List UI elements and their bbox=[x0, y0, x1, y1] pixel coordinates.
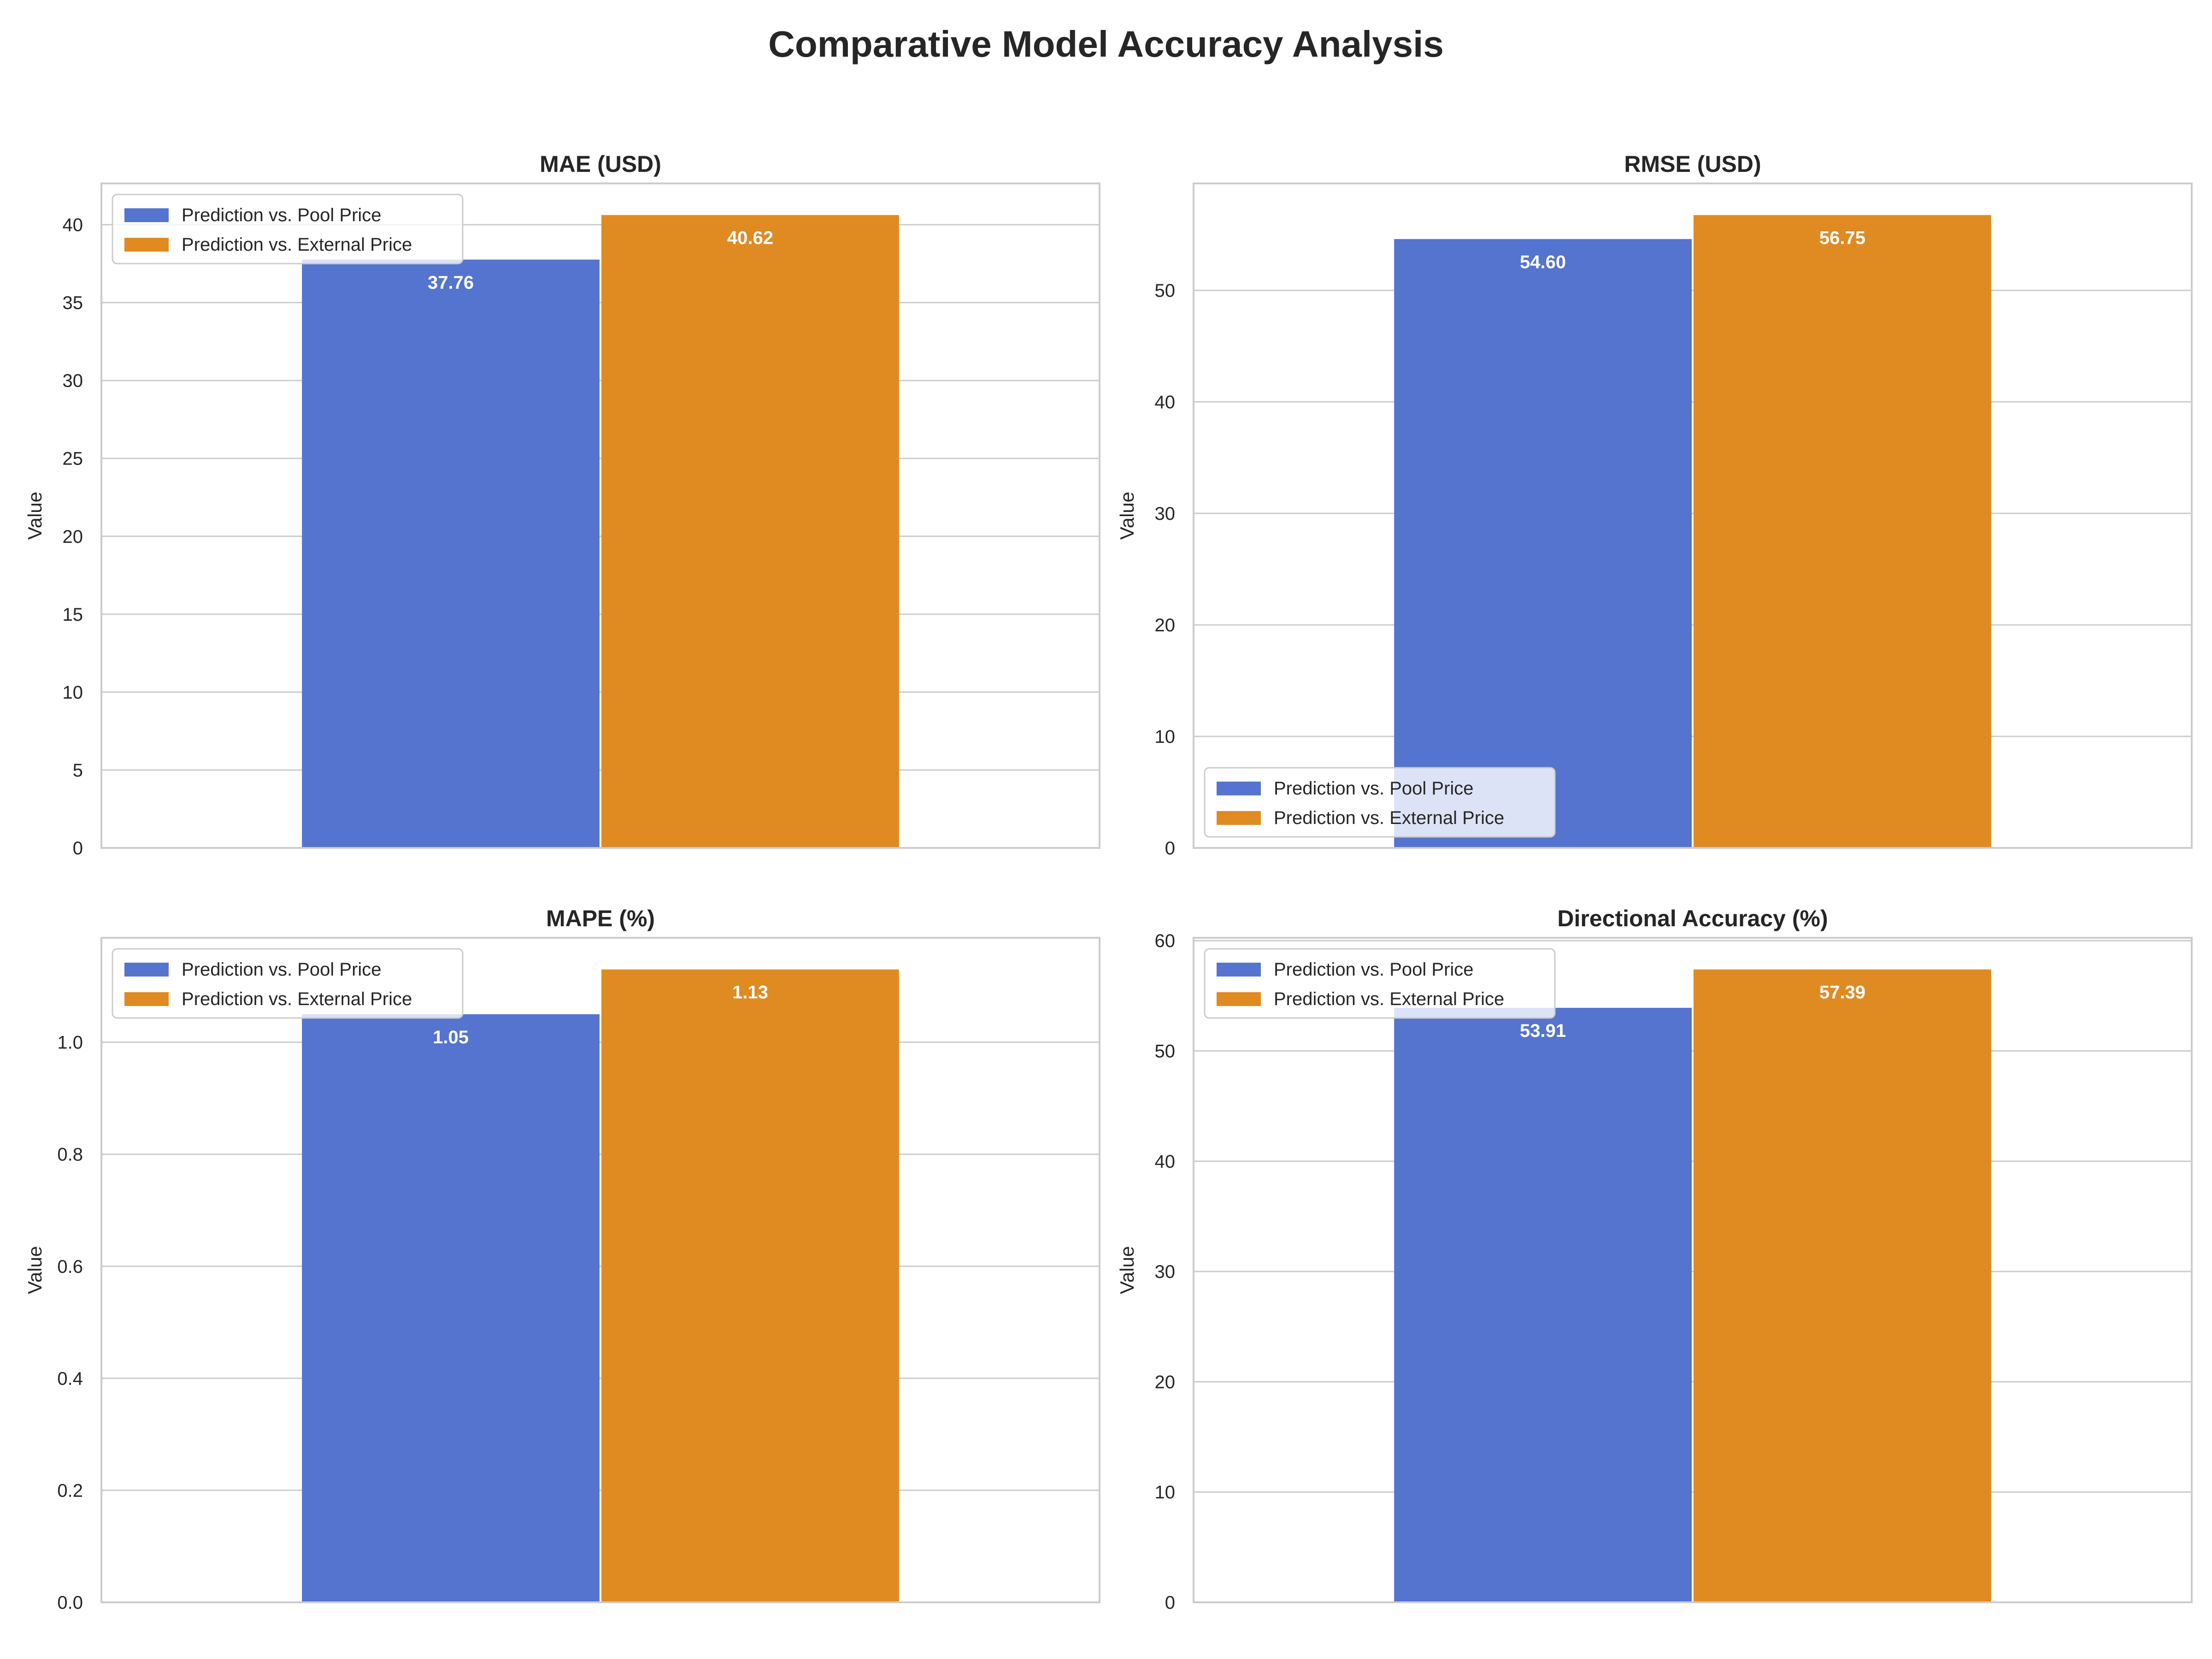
panel-1-legend-swatch-pool bbox=[124, 208, 169, 222]
panel-1-ylabel: Value bbox=[24, 492, 46, 540]
panel-1-bar-pool bbox=[302, 259, 600, 848]
panel-1-axes-frame bbox=[100, 182, 1100, 849]
panel-2-ytick-label: 10 bbox=[1155, 727, 1176, 747]
panel-1-ytick-label: 0 bbox=[73, 838, 83, 859]
panel-3-legend-label-pool: Prediction vs. Pool Price bbox=[182, 959, 382, 980]
panel-1-ytick-label: 25 bbox=[63, 449, 83, 469]
panel-4-data-label-external: 57.39 bbox=[1819, 982, 1865, 1003]
panel-2-ytick-label: 20 bbox=[1155, 615, 1176, 635]
panel-4-bar-external bbox=[1694, 969, 1991, 1602]
panel-3-ylabel: Value bbox=[24, 1246, 46, 1294]
panel-3-ytick-label: 0.2 bbox=[57, 1481, 83, 1501]
panel-2-legend-box bbox=[1204, 767, 1556, 838]
panel-4-ylabel: Value bbox=[1116, 1246, 1138, 1294]
panel-3-legend-swatch-pool bbox=[124, 963, 169, 977]
panel-1-data-label-pool: 37.76 bbox=[428, 272, 474, 293]
panel-3-data-label-external: 1.13 bbox=[732, 982, 768, 1003]
panel-4-ytick-label: 10 bbox=[1155, 1483, 1176, 1503]
panel-2-data-label-pool: 54.60 bbox=[1520, 252, 1566, 272]
panel-4-ytick-label: 30 bbox=[1155, 1262, 1176, 1282]
panel-3-bar-external bbox=[601, 969, 899, 1602]
panel-3-ytick-label: 0.0 bbox=[57, 1593, 83, 1613]
panel-3-legend-label-external: Prediction vs. External Price bbox=[182, 989, 412, 1009]
panel-4-bar-pool bbox=[1394, 1007, 1692, 1602]
panel-2-ytick-label: 0 bbox=[1165, 838, 1175, 859]
panel-4-ytick-label: 50 bbox=[1155, 1041, 1176, 1062]
panel-1-legend-label-external: Prediction vs. External Price bbox=[182, 235, 412, 255]
panel-2-data-label-external: 56.75 bbox=[1819, 228, 1865, 248]
panel-3-legend-swatch-external bbox=[124, 992, 169, 1006]
panel-1-ytick-label: 40 bbox=[63, 215, 83, 235]
panel-2-legend-label-external: Prediction vs. External Price bbox=[1274, 808, 1504, 828]
panel-2-legend-swatch-external bbox=[1217, 811, 1261, 825]
panel-4-legend-swatch-pool bbox=[1217, 963, 1261, 977]
panel-1-ytick-label: 35 bbox=[63, 293, 83, 313]
panel-3-data-label-pool: 1.05 bbox=[433, 1027, 469, 1047]
panel-4-legend-swatch-external bbox=[1217, 992, 1261, 1006]
panel-4-axes-frame bbox=[1193, 937, 2193, 1603]
panel-3-title: MAPE (%) bbox=[546, 906, 655, 931]
panel-4-legend-label-pool: Prediction vs. Pool Price bbox=[1274, 959, 1474, 980]
panel-1-data-label-external: 40.62 bbox=[727, 228, 773, 248]
panel-3-bar-pool bbox=[302, 1014, 600, 1602]
panel-3-ytick-label: 0.8 bbox=[57, 1145, 83, 1165]
panel-2-axes-frame bbox=[1193, 182, 2193, 849]
panel-2-legend-swatch-pool bbox=[1217, 782, 1261, 795]
panel-2-bar-pool bbox=[1394, 239, 1692, 848]
panel-1-bar-external bbox=[601, 215, 899, 848]
panel-2-ylabel: Value bbox=[1116, 492, 1138, 540]
panel-4-legend-box bbox=[1204, 948, 1556, 1019]
panel-2-ytick-label: 50 bbox=[1155, 281, 1176, 301]
panel-4-title: Directional Accuracy (%) bbox=[1557, 906, 1828, 931]
panel-2-bar-external bbox=[1694, 215, 1991, 848]
panel-1-ytick-label: 15 bbox=[63, 605, 83, 625]
panel-3-ytick-label: 0.4 bbox=[57, 1369, 83, 1389]
panel-3-ytick-label: 0.6 bbox=[57, 1257, 83, 1277]
figure-title: Comparative Model Accuracy Analysis bbox=[768, 24, 1444, 65]
panel-1-ytick-label: 10 bbox=[63, 682, 83, 703]
panel-1-legend-box bbox=[112, 194, 464, 265]
panel-2-title: RMSE (USD) bbox=[1624, 151, 1761, 177]
panel-2-ytick-label: 40 bbox=[1155, 392, 1176, 412]
panel-3-ytick-label: 1.0 bbox=[57, 1033, 83, 1053]
panel-4-data-label-pool: 53.91 bbox=[1520, 1021, 1566, 1041]
panel-2-legend-label-pool: Prediction vs. Pool Price bbox=[1274, 778, 1474, 799]
panel-4-ytick-label: 40 bbox=[1155, 1152, 1176, 1172]
panel-1-ytick-label: 30 bbox=[63, 371, 83, 391]
panel-1-title: MAE (USD) bbox=[540, 151, 661, 177]
panel-4-legend-label-external: Prediction vs. External Price bbox=[1274, 989, 1504, 1009]
panel-4-ytick-label: 20 bbox=[1155, 1372, 1176, 1392]
panel-4-ytick-label: 0 bbox=[1165, 1593, 1175, 1613]
panel-1-legend-swatch-external bbox=[124, 238, 169, 252]
panel-1-ytick-label: 5 bbox=[73, 760, 83, 781]
panel-1-ytick-label: 20 bbox=[63, 527, 83, 547]
panel-3-legend-box bbox=[112, 948, 464, 1019]
panel-2-ytick-label: 30 bbox=[1155, 504, 1176, 524]
panel-1-legend-label-pool: Prediction vs. Pool Price bbox=[182, 205, 382, 225]
panel-4-ytick-label: 60 bbox=[1155, 931, 1176, 951]
panel-3-axes-frame bbox=[100, 937, 1100, 1603]
